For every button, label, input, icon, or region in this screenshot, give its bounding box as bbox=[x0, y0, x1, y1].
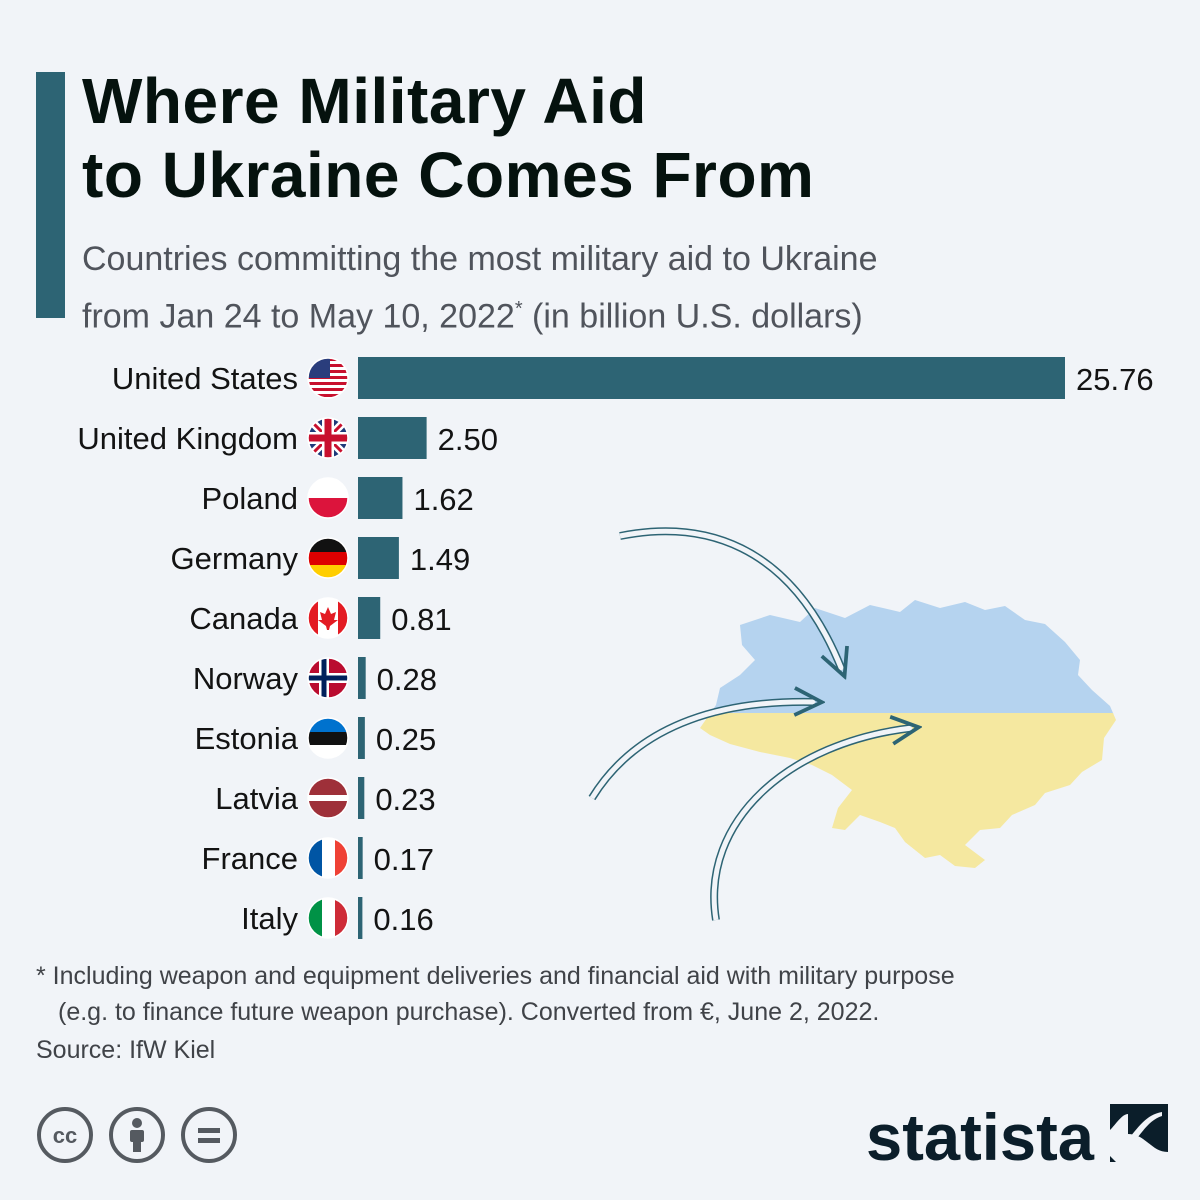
bar bbox=[358, 417, 427, 459]
ukraine-map-icon bbox=[700, 600, 1116, 868]
bar-row: France 0.17 bbox=[202, 837, 434, 879]
bar bbox=[358, 717, 365, 759]
title-line-1: Where Military Aid bbox=[82, 65, 647, 137]
bar-chart: United States 25.76 United Kingdom 2.50 Pola… bbox=[77, 357, 1154, 939]
germany-flag-icon bbox=[307, 537, 349, 579]
value-label: 0.17 bbox=[374, 842, 434, 877]
bar-row: Poland 1.62 bbox=[201, 477, 474, 519]
italy-flag-icon bbox=[307, 897, 349, 939]
category-label: Estonia bbox=[195, 721, 299, 756]
bar-row: Estonia 0.25 bbox=[195, 717, 436, 759]
category-label: United Kingdom bbox=[77, 421, 298, 456]
category-label: Latvia bbox=[215, 781, 298, 816]
bar-row: United States 25.76 bbox=[112, 357, 1154, 399]
source-text: Source: IfW Kiel bbox=[36, 1036, 216, 1064]
category-label: France bbox=[202, 841, 298, 876]
value-label: 0.81 bbox=[391, 602, 451, 637]
value-label: 25.76 bbox=[1076, 362, 1154, 397]
bar bbox=[358, 597, 381, 639]
value-label: 1.49 bbox=[410, 542, 470, 577]
svg-text:cc: cc bbox=[53, 1123, 77, 1148]
curved-arrow-icon bbox=[588, 702, 815, 801]
bar-row: Norway 0.28 bbox=[193, 657, 437, 699]
subtitle-line-2: from Jan 24 to May 10, 2022 bbox=[82, 297, 515, 336]
poland-flag-icon bbox=[307, 477, 349, 519]
bar bbox=[358, 657, 366, 699]
curved-arrow-icon bbox=[588, 527, 912, 921]
bar-row: Latvia 0.23 bbox=[215, 777, 436, 819]
statista-logo-icon[interactable]: statista bbox=[866, 1094, 1172, 1174]
category-label: Poland bbox=[201, 481, 298, 516]
bar bbox=[358, 837, 363, 879]
bar bbox=[358, 357, 1065, 399]
footnote-line-2: (e.g. to finance future weapon purchase)… bbox=[58, 998, 880, 1026]
title-accent-bar bbox=[36, 72, 65, 318]
category-label: United States bbox=[112, 361, 298, 396]
canada-flag-icon bbox=[307, 597, 349, 639]
france-flag-icon bbox=[307, 837, 349, 879]
subtitle-unit: (in billion U.S. dollars) bbox=[522, 297, 863, 336]
value-label: 0.23 bbox=[375, 782, 435, 817]
chart-title: Where Military Aid to Ukraine Comes From bbox=[82, 64, 814, 212]
uk-flag-icon bbox=[307, 417, 349, 459]
estonia-flag-icon bbox=[307, 717, 349, 759]
norway-flag-icon bbox=[307, 657, 349, 699]
category-label: Canada bbox=[189, 601, 298, 636]
footnote-line-1: * Including weapon and equipment deliver… bbox=[36, 962, 955, 990]
bar bbox=[358, 537, 399, 579]
map-lower-half bbox=[700, 713, 1116, 868]
bar-row: United Kingdom 2.50 bbox=[77, 417, 498, 459]
bar-row: Italy 0.16 bbox=[241, 897, 434, 939]
value-label: 2.50 bbox=[438, 422, 498, 457]
curved-arrow-icon bbox=[619, 527, 842, 670]
value-label: 0.25 bbox=[376, 722, 436, 757]
cc-icon[interactable]: cc bbox=[36, 1106, 94, 1164]
brand-name: statista bbox=[866, 1100, 1095, 1174]
category-label: Norway bbox=[193, 661, 299, 696]
bar bbox=[358, 897, 363, 939]
value-label: 0.16 bbox=[373, 902, 433, 937]
value-label: 0.28 bbox=[377, 662, 437, 697]
chart-subtitle: Countries committing the most military a… bbox=[82, 234, 878, 341]
subtitle-footnote-mark: * bbox=[514, 298, 523, 320]
bar-row: Germany 1.49 bbox=[171, 537, 470, 579]
map-upper-half bbox=[700, 600, 1116, 714]
curved-arrow-icon bbox=[710, 728, 912, 921]
subtitle-line-1: Countries committing the most military a… bbox=[82, 240, 878, 278]
category-label: Italy bbox=[241, 901, 298, 936]
bar bbox=[358, 477, 403, 519]
us-flag-icon bbox=[307, 357, 349, 399]
category-label: Germany bbox=[171, 541, 299, 576]
attribution-icon[interactable] bbox=[108, 1106, 166, 1164]
title-line-2: to Ukraine Comes From bbox=[82, 139, 815, 211]
latvia-flag-icon bbox=[307, 777, 349, 819]
bar-row: Canada 0.81 bbox=[189, 597, 452, 639]
no-derivatives-icon[interactable] bbox=[180, 1106, 238, 1164]
value-label: 1.62 bbox=[413, 482, 473, 517]
footnote: * Including weapon and equipment deliver… bbox=[36, 958, 1176, 1030]
bar bbox=[358, 777, 365, 819]
